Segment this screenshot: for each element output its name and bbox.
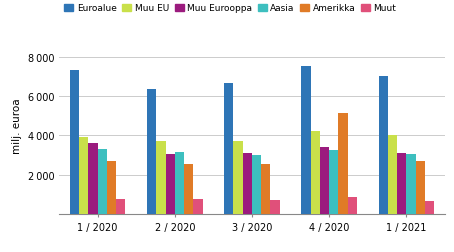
Bar (320, 148, 329, 214)
Bar (98, 149, 107, 214)
Bar (425, 201, 434, 214)
Bar (415, 161, 425, 214)
Bar (311, 132, 320, 214)
Bar (147, 90, 156, 214)
Bar (329, 150, 338, 214)
Bar (271, 201, 280, 214)
Bar (397, 153, 406, 214)
Bar (388, 136, 397, 214)
Bar (107, 161, 116, 214)
Bar (70, 71, 79, 214)
Y-axis label: milj. euroa: milj. euroa (12, 98, 22, 154)
Bar (252, 155, 261, 214)
Bar (379, 77, 388, 214)
Bar (116, 200, 125, 214)
Bar (166, 154, 175, 214)
Bar (175, 152, 184, 214)
Legend: Euroalue, Muu EU, Muu Eurooppa, Aasia, Amerikka, Muut: Euroalue, Muu EU, Muu Eurooppa, Aasia, A… (64, 4, 397, 14)
Bar (261, 164, 271, 214)
Bar (406, 154, 415, 214)
Bar (243, 153, 252, 214)
Bar (224, 84, 233, 214)
Bar (193, 200, 202, 214)
Bar (89, 144, 98, 214)
Bar (301, 67, 311, 214)
Bar (348, 198, 357, 214)
Bar (184, 164, 193, 214)
Bar (233, 142, 243, 214)
Bar (156, 142, 166, 214)
Bar (79, 138, 89, 214)
Bar (338, 113, 348, 214)
